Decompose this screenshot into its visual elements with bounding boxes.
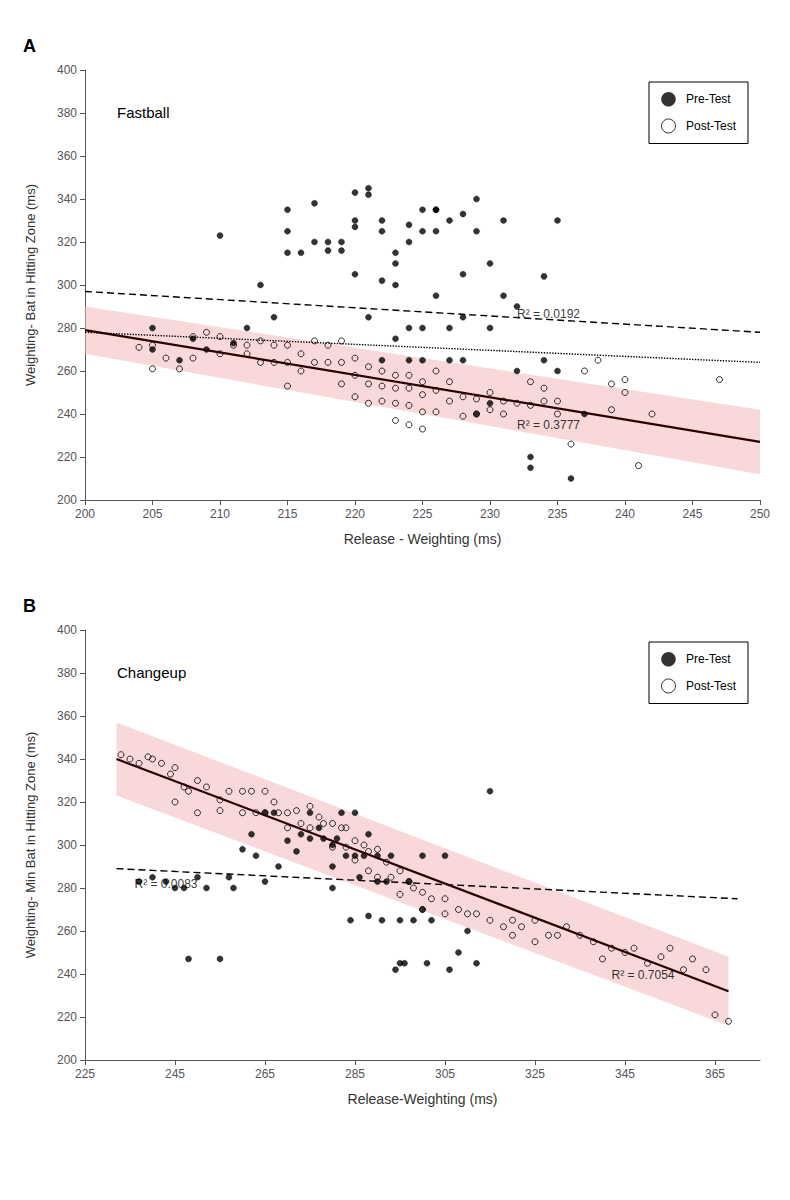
svg-text:245: 245 — [682, 507, 702, 521]
svg-text:240: 240 — [57, 407, 77, 421]
svg-text:320: 320 — [57, 235, 77, 249]
svg-text:A: A — [23, 36, 36, 56]
svg-text:220: 220 — [57, 450, 77, 464]
svg-text:225: 225 — [75, 1067, 95, 1081]
svg-text:380: 380 — [57, 106, 77, 120]
svg-text:200: 200 — [57, 1053, 77, 1067]
svg-text:200: 200 — [57, 493, 77, 507]
svg-text:360: 360 — [57, 709, 77, 723]
svg-text:Pre-Test: Pre-Test — [686, 92, 731, 106]
svg-text:R² = 0.0192: R² = 0.0192 — [517, 307, 580, 321]
svg-text:Post-Test: Post-Test — [686, 119, 737, 133]
svg-text:300: 300 — [57, 278, 77, 292]
svg-text:230: 230 — [480, 507, 500, 521]
svg-text:R² = 0.3777: R² = 0.3777 — [517, 418, 580, 432]
svg-text:325: 325 — [525, 1067, 545, 1081]
svg-text:285: 285 — [345, 1067, 365, 1081]
svg-text:200: 200 — [75, 507, 95, 521]
svg-text:360: 360 — [57, 149, 77, 163]
svg-text:400: 400 — [57, 623, 77, 637]
svg-text:365: 365 — [705, 1067, 725, 1081]
svg-text:Pre-Test: Pre-Test — [686, 652, 731, 666]
svg-text:220: 220 — [57, 1010, 77, 1024]
svg-text:400: 400 — [57, 63, 77, 77]
svg-text:Weighting- Bat in Hitting Zone: Weighting- Bat in Hitting Zone (ms) — [23, 184, 38, 386]
svg-text:Release-Weighting (ms): Release-Weighting (ms) — [348, 1091, 498, 1107]
svg-text:265: 265 — [255, 1067, 275, 1081]
svg-text:280: 280 — [57, 881, 77, 895]
svg-text:Fastball: Fastball — [117, 104, 170, 121]
svg-text:Weighting- Min Bat in Hitting: Weighting- Min Bat in Hitting Zone (ms) — [23, 732, 38, 959]
svg-text:R² = 0.0083: R² = 0.0083 — [135, 877, 198, 891]
svg-text:260: 260 — [57, 364, 77, 378]
svg-text:Changeup: Changeup — [117, 664, 186, 681]
svg-text:235: 235 — [547, 507, 567, 521]
svg-text:345: 345 — [615, 1067, 635, 1081]
svg-text:220: 220 — [345, 507, 365, 521]
svg-text:320: 320 — [57, 795, 77, 809]
svg-text:250: 250 — [750, 507, 770, 521]
svg-text:305: 305 — [435, 1067, 455, 1081]
svg-text:225: 225 — [412, 507, 432, 521]
svg-text:340: 340 — [57, 752, 77, 766]
svg-text:380: 380 — [57, 666, 77, 680]
svg-text:Release - Weighting (ms): Release - Weighting (ms) — [344, 531, 502, 547]
svg-text:340: 340 — [57, 192, 77, 206]
svg-text:280: 280 — [57, 321, 77, 335]
svg-text:260: 260 — [57, 924, 77, 938]
svg-text:215: 215 — [277, 507, 297, 521]
svg-text:240: 240 — [615, 507, 635, 521]
svg-text:R² = 0.7054: R² = 0.7054 — [612, 968, 675, 982]
svg-text:245: 245 — [165, 1067, 185, 1081]
svg-text:210: 210 — [210, 507, 230, 521]
svg-text:300: 300 — [57, 838, 77, 852]
svg-text:240: 240 — [57, 967, 77, 981]
svg-text:205: 205 — [142, 507, 162, 521]
svg-text:Post-Test: Post-Test — [686, 679, 737, 693]
svg-text:B: B — [23, 596, 36, 616]
